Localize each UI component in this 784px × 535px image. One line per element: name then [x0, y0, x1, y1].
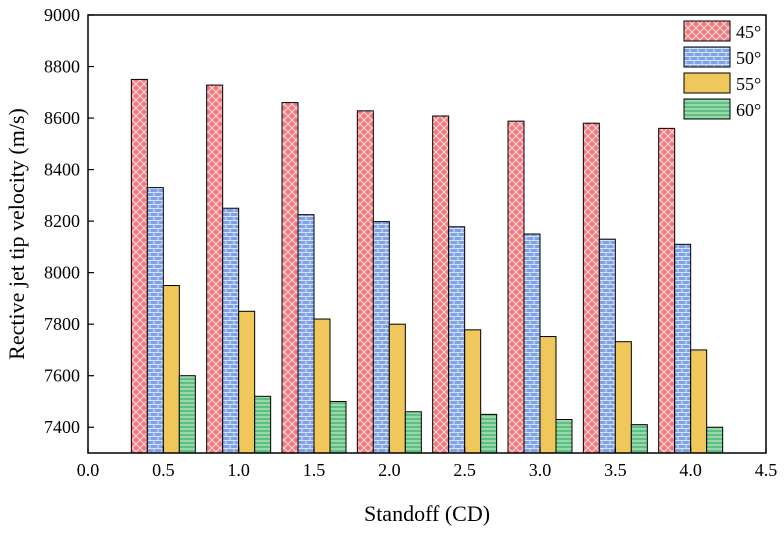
bar-4-8: [706, 426, 724, 454]
plot-frame: [87, 14, 767, 454]
legend: 45° 50° 55° 60°: [683, 20, 761, 120]
bar-4-7: [630, 424, 648, 454]
bar-1-6: [507, 120, 525, 454]
bar-1-7: [582, 122, 600, 454]
legend-label-3: 55°: [736, 74, 761, 94]
legend-swatch-3: [683, 72, 731, 94]
bar-2-1: [146, 187, 164, 454]
y-tick-label: 8400: [44, 160, 80, 180]
x-tick-label: 1.5: [303, 460, 326, 480]
y-tick-label: 8000: [44, 263, 80, 283]
legend-swatch-4: [683, 98, 731, 120]
y-tick-label: 9000: [44, 5, 80, 25]
y-tick-label: 8800: [44, 57, 80, 77]
x-tick-label: 3.0: [529, 460, 552, 480]
x-tick-label: 0.5: [152, 460, 175, 480]
bar-1-4: [356, 110, 374, 454]
bar-4-1: [178, 375, 196, 454]
legend-label-1: 45°: [736, 22, 761, 42]
bar-3-6: [539, 336, 557, 454]
bar-1-3: [281, 102, 299, 454]
bar-4-4: [404, 411, 422, 454]
legend-label-2: 50°: [736, 48, 761, 68]
x-tick-label: 2.0: [378, 460, 401, 480]
bar-4-2: [254, 395, 272, 454]
x-tick-label: 4.5: [755, 460, 778, 480]
bar-4-5: [480, 413, 498, 454]
x-tick-label: 3.5: [604, 460, 627, 480]
y-axis-label: Rective jet tip velocity (m/s): [4, 108, 29, 360]
y-tick-label: 7800: [44, 314, 80, 334]
y-tick-label: 7600: [44, 366, 80, 386]
bar-2-8: [674, 243, 692, 454]
bar-3-8: [690, 349, 708, 454]
x-axis-label: Standoff (CD): [364, 501, 490, 526]
y-tick-label: 8200: [44, 211, 80, 231]
y-axis: 7400 7600 7800 8000 8200 8400 8600 8800 9000: [44, 5, 94, 437]
x-axis: 0.0 0.5 1.0 1.5 2.0 2.5 3.0 3.5 4.0 4.5: [77, 447, 778, 480]
bar-2-2: [222, 207, 240, 454]
bar-3-3: [313, 318, 331, 454]
y-tick-label: 7400: [44, 417, 80, 437]
bar-1-8: [658, 127, 676, 454]
bar-2-4: [372, 221, 390, 454]
x-tick-label: 1.0: [227, 460, 250, 480]
bar-1-1: [130, 78, 148, 454]
bar-2-6: [523, 233, 541, 454]
bar-2-3: [297, 214, 315, 454]
bar-3-1: [162, 285, 180, 454]
x-tick-label: 0.0: [77, 460, 100, 480]
legend-swatch-1: [683, 20, 731, 42]
bar-1-2: [206, 84, 224, 454]
bar-3-5: [464, 329, 482, 454]
x-tick-label: 4.0: [679, 460, 702, 480]
y-tick-label: 8600: [44, 108, 80, 128]
bar-2-7: [598, 238, 616, 454]
bar-2-5: [448, 226, 466, 454]
bar-4-3: [329, 400, 347, 454]
bar-1-5: [432, 115, 450, 454]
bar-3-2: [238, 310, 256, 454]
bar-4-6: [555, 419, 573, 454]
x-tick-label: 2.5: [453, 460, 476, 480]
bars-group: [130, 78, 724, 454]
bar-3-4: [388, 323, 406, 454]
legend-swatch-2: [683, 46, 731, 68]
bar-3-7: [614, 341, 632, 454]
legend-label-4: 60°: [736, 100, 761, 120]
